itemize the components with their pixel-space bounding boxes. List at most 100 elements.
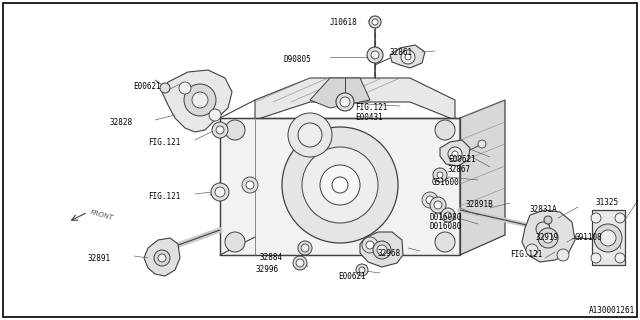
Circle shape [332,177,348,193]
Circle shape [340,97,350,107]
Polygon shape [255,78,455,120]
Circle shape [282,127,398,243]
Text: E00431: E00431 [355,113,383,122]
Circle shape [154,250,170,266]
Circle shape [372,19,378,25]
Circle shape [373,241,391,259]
Circle shape [225,120,245,140]
Circle shape [405,54,411,60]
Circle shape [209,109,221,121]
Circle shape [422,192,438,208]
Text: E00621: E00621 [338,272,365,281]
Circle shape [369,16,381,28]
Text: 32867: 32867 [448,165,471,174]
Polygon shape [220,118,460,255]
Text: FRONT: FRONT [90,209,115,221]
Polygon shape [460,100,505,255]
Text: G51600: G51600 [432,178,460,187]
Circle shape [215,187,225,197]
Circle shape [435,232,455,252]
Text: 32891: 32891 [88,254,111,263]
Text: J10618: J10618 [330,18,358,27]
Circle shape [544,216,552,224]
Circle shape [591,253,601,263]
Text: 32968: 32968 [378,249,401,258]
Circle shape [192,92,208,108]
Circle shape [615,253,625,263]
Text: 32919: 32919 [535,233,558,242]
Polygon shape [390,45,425,68]
Text: FIG.121: FIG.121 [148,138,180,147]
Text: D016080: D016080 [430,222,462,231]
Circle shape [367,47,383,63]
Circle shape [158,254,166,262]
Text: FIG.121: FIG.121 [510,250,542,259]
Polygon shape [310,78,370,108]
Text: A130001261: A130001261 [589,306,635,315]
Circle shape [242,177,258,193]
Text: 32831A: 32831A [530,205,557,214]
Circle shape [445,212,451,218]
Circle shape [293,256,307,270]
Text: E00621: E00621 [448,155,476,164]
Circle shape [600,230,616,246]
Circle shape [430,197,446,213]
Text: 32861: 32861 [390,48,413,57]
Circle shape [426,196,434,204]
Circle shape [435,120,455,140]
Circle shape [160,83,170,93]
Circle shape [615,213,625,223]
Text: FIG.121: FIG.121 [355,103,387,112]
Circle shape [366,241,374,249]
Circle shape [212,122,228,138]
Polygon shape [144,238,180,276]
Circle shape [288,113,332,157]
Text: D90805: D90805 [283,55,311,64]
Circle shape [591,213,601,223]
Text: G91108: G91108 [575,233,603,242]
Circle shape [362,237,378,253]
Circle shape [320,165,360,205]
Circle shape [371,51,379,59]
Circle shape [434,201,442,209]
Text: 31325: 31325 [595,198,618,207]
Circle shape [448,147,462,161]
Circle shape [184,84,216,116]
Text: 32884: 32884 [260,253,283,262]
Circle shape [538,228,558,248]
Text: 32996: 32996 [255,265,278,274]
Text: FIG.121: FIG.121 [148,192,180,201]
Circle shape [536,222,550,236]
Circle shape [296,259,304,267]
Circle shape [401,50,415,64]
Text: 32891B: 32891B [466,200,493,209]
Circle shape [298,241,312,255]
Circle shape [301,244,309,252]
Text: D016080: D016080 [430,213,462,222]
Circle shape [298,123,322,147]
Circle shape [543,233,553,243]
Circle shape [302,147,378,223]
Circle shape [437,172,443,178]
Polygon shape [592,210,625,265]
Circle shape [179,82,191,94]
Circle shape [594,224,622,252]
Polygon shape [522,210,575,262]
Circle shape [478,140,486,148]
Text: E00621: E00621 [133,82,161,91]
Text: 32828: 32828 [110,118,133,127]
Polygon shape [440,140,470,166]
Circle shape [359,267,365,273]
Circle shape [441,208,455,222]
Circle shape [336,93,354,111]
Circle shape [211,183,229,201]
Polygon shape [360,232,403,267]
Circle shape [557,249,569,261]
Circle shape [452,151,458,157]
Circle shape [356,264,368,276]
Circle shape [526,244,538,256]
Polygon shape [162,70,232,132]
Circle shape [225,232,245,252]
Circle shape [377,245,387,255]
Circle shape [216,126,224,134]
